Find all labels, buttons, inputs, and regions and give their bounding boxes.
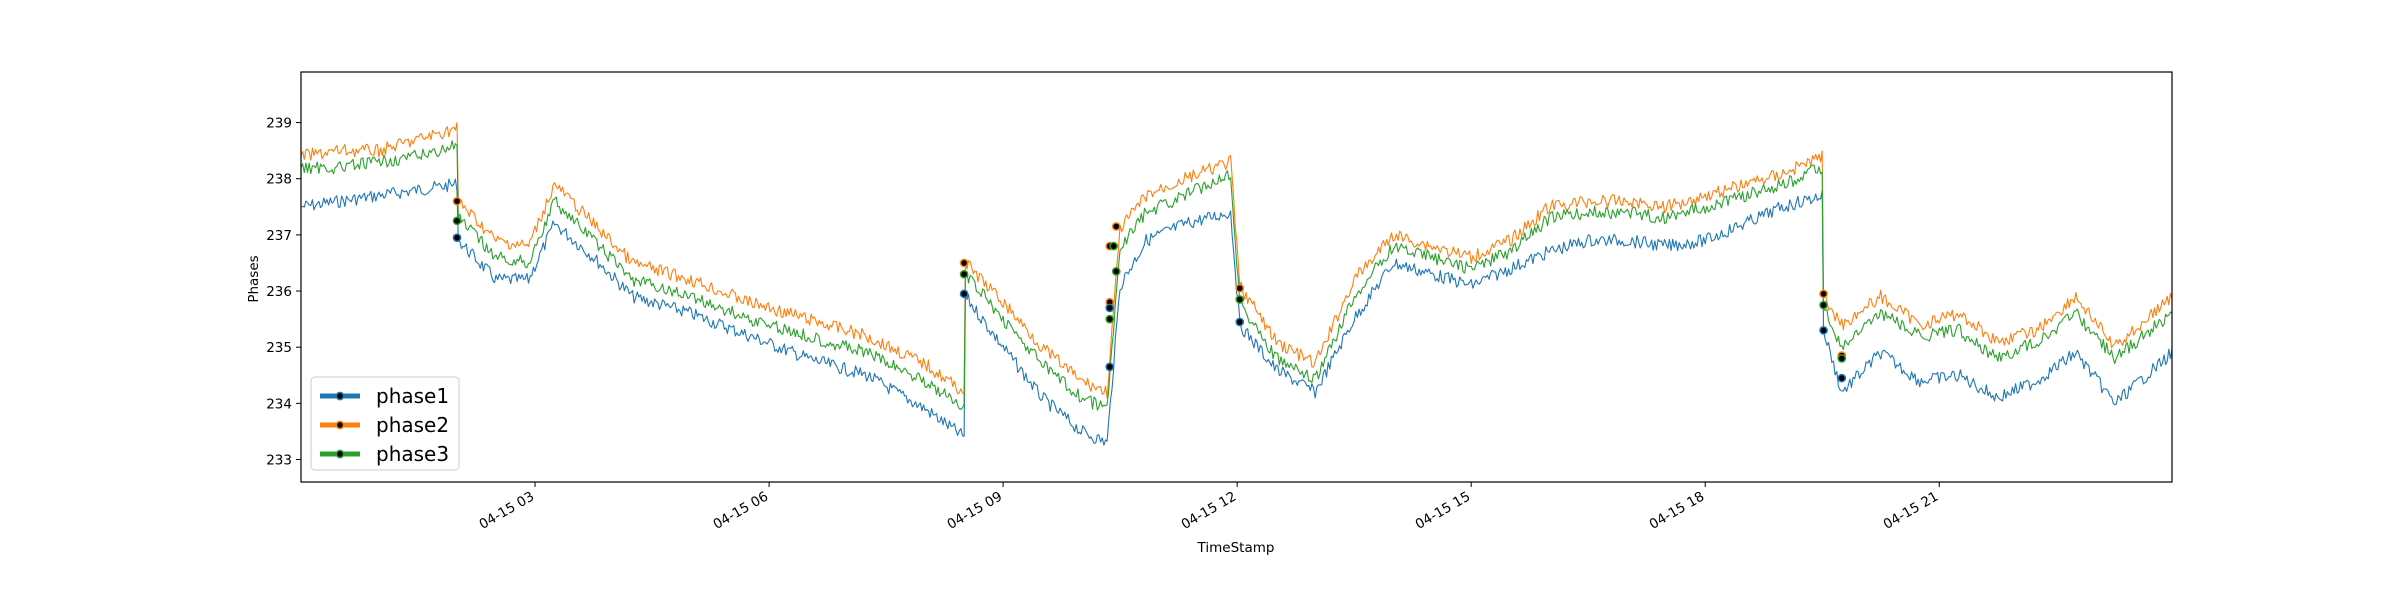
series-line-phase2 — [300, 122, 2173, 399]
legend-label-phase2: phase2 — [376, 413, 449, 437]
event-marker — [959, 258, 969, 268]
event-marker — [452, 216, 462, 226]
plot-lines — [300, 122, 2173, 446]
y-axis-label: Phases — [246, 255, 262, 302]
event-marker — [1235, 283, 1245, 293]
event-marker — [1819, 326, 1828, 335]
event-marker — [1109, 241, 1118, 251]
y-tick-label: 239 — [266, 116, 292, 132]
event-marker — [1819, 300, 1828, 310]
y-tick-label: 235 — [266, 340, 292, 356]
y-tick-label: 236 — [266, 284, 292, 300]
event-marker — [1235, 295, 1245, 304]
legend-box — [310, 376, 460, 471]
y-axis: 233 234 235 236 237 238 239 — [266, 116, 301, 469]
event-marker — [452, 233, 462, 243]
legend-label-phase1: phase1 — [376, 384, 449, 408]
y-tick-label: 233 — [266, 453, 292, 469]
event-marker — [1111, 267, 1121, 276]
legend-marker-phase2 — [335, 420, 345, 430]
event-marker — [1111, 222, 1121, 231]
event-marker — [1235, 317, 1245, 327]
event-marker — [1105, 362, 1115, 372]
y-tick-label: 234 — [266, 396, 292, 412]
plot-markers — [452, 196, 1847, 383]
event-marker — [1105, 303, 1115, 313]
x-axis-label: TimeStamp — [1197, 540, 1275, 556]
series-line-phase3 — [300, 140, 2173, 411]
event-marker — [1837, 354, 1847, 363]
event-marker — [452, 196, 462, 206]
event-marker — [1837, 373, 1847, 383]
legend: phase1 phase2 phase3 — [310, 376, 460, 471]
legend-marker-phase1 — [335, 391, 345, 401]
event-marker — [1105, 314, 1115, 324]
legend-label-phase3: phase3 — [376, 442, 449, 466]
legend-marker-phase3 — [335, 449, 345, 459]
y-tick-label: 238 — [266, 172, 292, 188]
plot-frame — [300, 71, 2173, 483]
event-marker — [959, 289, 969, 299]
event-marker — [959, 269, 969, 279]
y-tick-label: 237 — [266, 228, 292, 244]
series-line-phase1 — [300, 178, 2173, 446]
event-marker — [1819, 289, 1828, 299]
